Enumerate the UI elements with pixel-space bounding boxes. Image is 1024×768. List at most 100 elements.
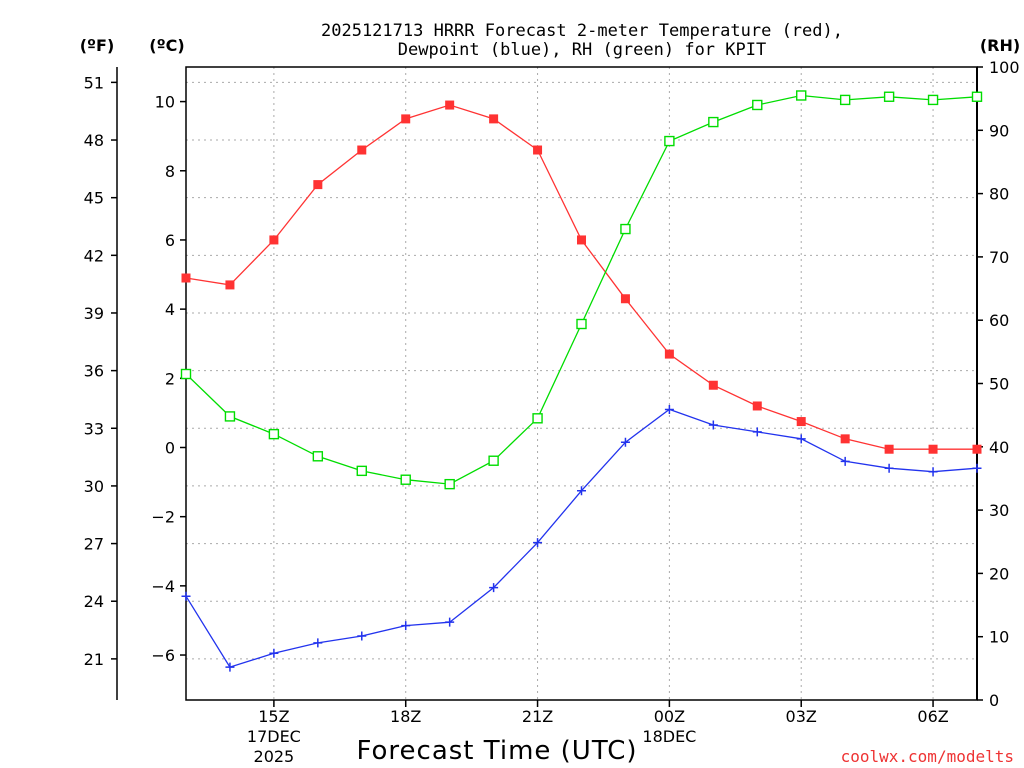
x-tick-date-label: 18DEC [642, 727, 696, 746]
celsius-unit-label: (ºC) [149, 36, 184, 55]
rh-tick-label: 90 [989, 121, 1009, 140]
credit-label: coolwx.com/modelts [841, 747, 1014, 766]
rh-point [180, 368, 192, 380]
fahrenheit-tick-label: 42 [84, 246, 104, 265]
dewpoint-point [884, 463, 894, 473]
x-tick-label: 03Z [786, 707, 817, 726]
temperature-point [577, 235, 586, 245]
rh-point [664, 135, 675, 147]
axes [111, 66, 983, 707]
rh-point [883, 91, 895, 102]
fahrenheit-tick-label: 36 [84, 362, 104, 381]
temperature-point [928, 444, 938, 454]
dewpoint-point [445, 617, 455, 627]
temperature-point [972, 444, 982, 454]
fahrenheit-unit-label: (ºF) [80, 36, 115, 55]
rh-point [224, 411, 236, 422]
rh-point [532, 413, 543, 424]
temperature-point [313, 180, 323, 190]
fahrenheit-tick-label: 27 [84, 535, 104, 554]
celsius-tick-label: 0 [165, 438, 175, 457]
celsius-tick-label: −6 [151, 646, 175, 665]
dewpoint-point [533, 538, 543, 548]
rh-tick-label: 10 [989, 628, 1009, 647]
rh-point [839, 94, 851, 106]
chart-title-line2: Dewpoint (blue), RH (green) for KPIT [398, 40, 766, 60]
temperature-point [796, 417, 806, 427]
fahrenheit-tick-label: 30 [84, 477, 104, 496]
celsius-tick-label: 4 [165, 300, 175, 319]
dewpoint-point [401, 621, 411, 631]
x-tick-date-label: 17DEC [247, 727, 301, 746]
fahrenheit-tick-label: 48 [84, 131, 104, 150]
dewpoint-point [313, 638, 323, 648]
rh-tick-label: 0 [989, 691, 999, 710]
rh-point [400, 474, 411, 485]
rh-tick-label: 50 [989, 375, 1009, 394]
rh-point [971, 91, 983, 102]
dewpoint-point [577, 486, 586, 496]
fahrenheit-tick-label: 24 [84, 592, 104, 611]
dewpoint-point [489, 583, 499, 593]
celsius-tick-label: 10 [155, 93, 175, 112]
temperature-point [664, 349, 674, 359]
temperature-series-line [185, 104, 977, 450]
rh-point [927, 94, 939, 106]
rh-point [708, 116, 719, 128]
fahrenheit-tick-label: 39 [84, 304, 104, 323]
rh-tick-label: 40 [989, 438, 1009, 457]
fahrenheit-tick-label: 45 [84, 189, 104, 208]
rh-point [620, 223, 631, 235]
temperature-point [181, 273, 191, 283]
x-tick-label: 18Z [390, 707, 421, 726]
rh-tick-label: 20 [989, 564, 1009, 583]
rh-tick-label: 100 [989, 58, 1020, 77]
fahrenheit-tick-label: 51 [84, 73, 104, 92]
dewpoint-point [796, 434, 806, 444]
x-axis-label: Forecast Time (UTC) [356, 736, 637, 766]
x-tick-label: 21Z [522, 707, 553, 726]
dewpoint-point [664, 404, 674, 414]
celsius-tick-label: −4 [151, 577, 175, 596]
fahrenheit-tick-label: 21 [84, 650, 104, 669]
rh-point [488, 455, 499, 466]
rh-point [312, 451, 324, 462]
celsius-tick-label: 8 [165, 162, 175, 181]
rh-point [444, 478, 455, 490]
temperature-point [708, 380, 718, 390]
dewpoint-point [928, 467, 938, 477]
dewpoint-point [708, 420, 718, 430]
temperature-point [620, 294, 630, 304]
temperature-point [752, 401, 762, 411]
temperature-point [225, 280, 235, 290]
dewpoint-point [269, 648, 279, 658]
x-tick-label: 00Z [654, 707, 685, 726]
temperature-point [357, 145, 367, 155]
dewpoint-point [181, 591, 191, 601]
chart-title-line1: 2025121713 HRRR Forecast 2-meter Tempera… [321, 21, 843, 41]
x-tick-label: 15Z [258, 707, 289, 726]
celsius-tick-label: 2 [165, 369, 175, 388]
temperature-point [840, 434, 850, 444]
dewpoint-series-line [185, 408, 978, 668]
dewpoint-point [357, 631, 367, 641]
rh-series-line [185, 94, 978, 485]
dewpoint-point [840, 456, 850, 466]
temperature-point [884, 444, 894, 454]
temperature-point [401, 114, 411, 124]
temperature-point [533, 145, 543, 155]
rh-point [356, 465, 367, 477]
dewpoint-point [225, 662, 235, 672]
rh-tick-label: 70 [989, 248, 1009, 267]
plot-frame [185, 66, 978, 701]
rh-point [752, 99, 763, 111]
rh-point [576, 318, 587, 330]
fahrenheit-tick-label: 33 [84, 419, 104, 438]
temperature-point [269, 235, 279, 245]
series-layer [180, 90, 983, 672]
gridlines [186, 67, 977, 700]
dewpoint-point [972, 463, 982, 473]
x-tick-label: 06Z [917, 707, 948, 726]
